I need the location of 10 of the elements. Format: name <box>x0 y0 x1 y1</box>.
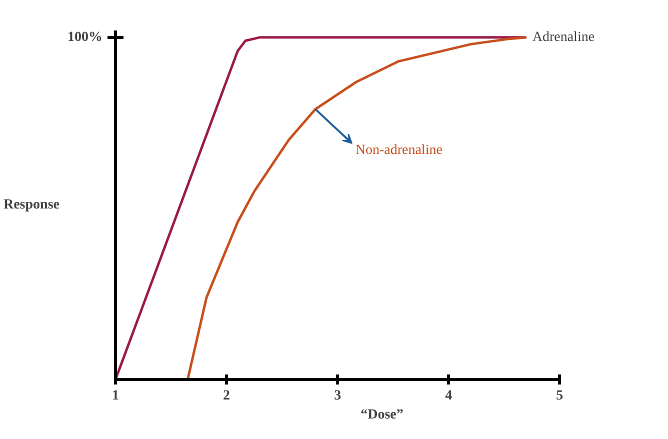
text: Non-adrenaline <box>355 142 442 158</box>
y-axis-title: Response <box>3 198 60 212</box>
x-tick-label: 2 <box>223 388 230 404</box>
x-tick-label: 1 <box>112 388 119 404</box>
x-tick-label: 3 <box>334 388 342 404</box>
x-tick-label: 4 <box>445 388 452 404</box>
text: 100% <box>68 30 102 45</box>
x-axis-title: “Dose” <box>360 408 404 422</box>
x-tick-label: 5 <box>556 388 564 404</box>
series-label: Adrenaline <box>532 30 595 45</box>
